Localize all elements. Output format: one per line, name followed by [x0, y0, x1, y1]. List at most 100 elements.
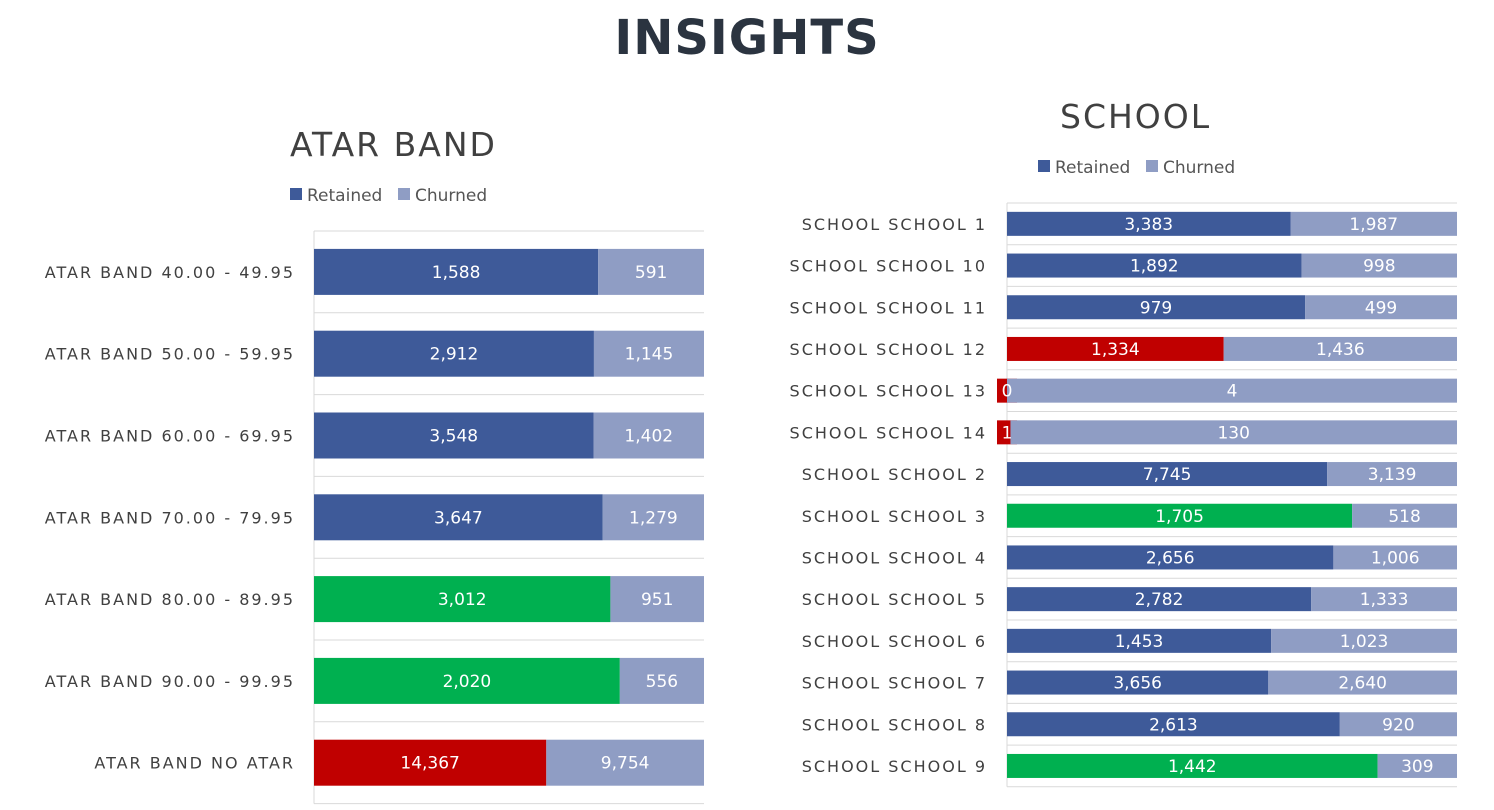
school-value-label-churned: 1,436 [1316, 340, 1365, 360]
school-value-label-retained: 7,745 [1143, 465, 1192, 485]
school-bar-retained [1007, 587, 1312, 612]
school-bar-retained [1007, 753, 1378, 778]
atar-bar-churned [593, 412, 704, 459]
school-value-label-retained: 1,442 [1168, 757, 1217, 777]
atar-value-label-churned: 951 [641, 590, 673, 610]
atar-category-label: ATAR BAND 80.00 - 89.95 [45, 590, 295, 609]
atar-value-label-churned: 1,279 [629, 508, 678, 528]
school-value-label-retained: 979 [1140, 298, 1172, 318]
school-value-label-retained: 0 [1002, 382, 1013, 402]
school-bar-retained [1007, 462, 1328, 487]
school-value-label-churned: 130 [1217, 423, 1249, 443]
atar-bar-retained [314, 330, 594, 377]
atar-value-label-churned: 1,145 [625, 345, 674, 365]
school-bar-churned [1268, 670, 1457, 695]
school-value-label-retained: 2,656 [1146, 548, 1195, 568]
school-category-label: SCHOOL SCHOOL 7 [802, 674, 987, 693]
school-bar-churned [1333, 545, 1457, 570]
school-value-label-churned: 1,333 [1360, 590, 1409, 610]
school-bar-retained [1007, 253, 1302, 278]
school-bar-retained [1007, 712, 1340, 737]
school-value-label-retained: 1,453 [1115, 632, 1164, 652]
atar-value-label-retained: 3,012 [438, 590, 487, 610]
school-value-label-churned: 499 [1365, 298, 1397, 318]
school-category-label: SCHOOL SCHOOL 1 [802, 215, 987, 234]
school-bar-retained [1007, 336, 1224, 361]
school-value-label-retained: 3,383 [1124, 215, 1173, 235]
atar-value-label-retained: 2,020 [443, 672, 492, 692]
atar-category-label: ATAR BAND 60.00 - 69.95 [45, 427, 295, 446]
school-category-label: SCHOOL SCHOOL 9 [802, 757, 987, 776]
school-category-label: SCHOOL SCHOOL 4 [802, 548, 987, 567]
school-bar-churned [1305, 295, 1457, 320]
atar-value-label-retained: 3,647 [434, 508, 483, 528]
school-bar-churned [1007, 378, 1457, 403]
school-plot-area: SCHOOL SCHOOL 1 3,383 1,987 SCHOOL SCHOOL 1… [790, 202, 1457, 788]
school-category-label: SCHOOL SCHOOL 5 [802, 590, 987, 609]
school-bar-retained [1007, 211, 1291, 236]
atar-plot-area: ATAR BAND 40.00 - 49.95 1,588 591 ATAR BAND… [45, 230, 704, 805]
school-category-label: SCHOOL SCHOOL 12 [790, 340, 987, 359]
school-category-label: SCHOOL SCHOOL 14 [790, 423, 987, 442]
atar-bar-retained [314, 576, 611, 623]
school-value-label-retained: 1,334 [1091, 340, 1140, 360]
atar-legend-churned-swatch [398, 188, 410, 200]
atar-category-label: ATAR BAND 70.00 - 79.95 [45, 508, 295, 527]
atar-legend-retained-swatch [290, 188, 302, 200]
atar-category-label: ATAR BAND 50.00 - 59.95 [45, 345, 295, 364]
atar-bar-churned [619, 657, 704, 704]
school-value-label-retained: 1 [1002, 423, 1013, 443]
atar-category-label: ATAR BAND 90.00 - 99.95 [45, 672, 295, 691]
school-bar-churned [1327, 462, 1457, 487]
school-value-label-retained: 3,656 [1113, 674, 1162, 694]
atar-legend-retained-label: Retained [307, 186, 382, 206]
school-category-label: SCHOOL SCHOOL 8 [802, 715, 987, 734]
atar-bar-churned [598, 248, 704, 295]
atar-bar-churned [546, 739, 704, 786]
school-value-label-churned: 518 [1388, 507, 1420, 527]
atar-value-label-churned: 591 [635, 263, 667, 283]
school-category-label: SCHOOL SCHOOL 2 [802, 465, 987, 484]
atar-category-label: ATAR BAND 40.00 - 49.95 [45, 263, 295, 282]
school-value-label-churned: 1,023 [1340, 632, 1389, 652]
atar-value-label-churned: 556 [646, 672, 678, 692]
atar-bar-retained [314, 657, 620, 704]
atar-chart-title: ATAR BAND [290, 125, 497, 164]
school-bar-retained [1007, 628, 1272, 653]
atar-category-label: ATAR BAND NO ATAR [94, 754, 295, 773]
school-category-label: SCHOOL SCHOOL 3 [802, 507, 987, 526]
school-bar-churned [1377, 753, 1457, 778]
atar-bar-retained [314, 494, 603, 541]
atar-bar-retained [314, 412, 594, 459]
school-bar-retained [1007, 503, 1353, 528]
school-bar-retained [997, 378, 1017, 403]
school-legend-retained-swatch [1038, 160, 1050, 172]
school-value-label-retained: 2,613 [1149, 715, 1198, 735]
atar-legend-churned-label: Churned [415, 186, 487, 206]
school-legend-retained-label: Retained [1055, 158, 1130, 178]
school-bar-churned [1301, 253, 1457, 278]
school-value-label-churned: 1,006 [1371, 548, 1420, 568]
school-value-label-retained: 1,705 [1155, 507, 1204, 527]
school-value-label-churned: 3,139 [1368, 465, 1417, 485]
atar-value-label-churned: 1,402 [624, 427, 673, 447]
school-bar-churned [1311, 587, 1457, 612]
atar-legend: Retained Churned [290, 186, 487, 206]
page-title: INSIGHTS [614, 10, 880, 66]
atar-value-label-retained: 2,912 [430, 345, 479, 365]
school-value-label-retained: 2,782 [1135, 590, 1184, 610]
atar-value-label-churned: 9,754 [601, 754, 650, 774]
school-category-label: SCHOOL SCHOOL 6 [802, 632, 987, 651]
school-bar-retained [1007, 545, 1334, 570]
school-value-label-churned: 4 [1227, 382, 1238, 402]
school-bar-retained [1007, 670, 1269, 695]
school-bar-churned [1352, 503, 1457, 528]
school-value-label-churned: 998 [1363, 257, 1395, 277]
school-value-label-churned: 2,640 [1338, 674, 1387, 694]
school-value-label-retained: 1,892 [1130, 257, 1179, 277]
atar-bar-churned [593, 330, 704, 377]
school-category-label: SCHOOL SCHOOL 10 [790, 257, 987, 276]
school-bar-churned [1223, 336, 1457, 361]
school-legend-churned-swatch [1146, 160, 1158, 172]
school-chart-title: SCHOOL [1060, 97, 1211, 136]
